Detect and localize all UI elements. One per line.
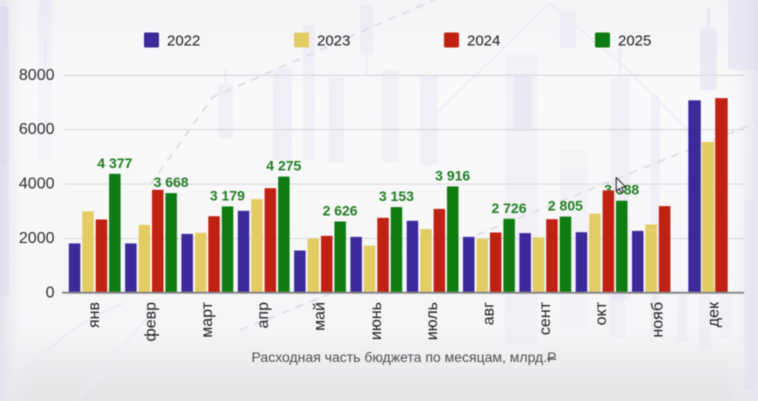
- svg-text:2022: 2022: [167, 32, 200, 49]
- svg-text:июнь: июнь: [368, 302, 385, 340]
- svg-text:февр: февр: [143, 302, 160, 342]
- svg-text:2024: 2024: [467, 32, 500, 49]
- svg-text:нояб: нояб: [649, 302, 666, 338]
- svg-text:дек: дек: [706, 301, 723, 327]
- svg-text:0: 0: [46, 284, 55, 301]
- svg-text:2 626: 2 626: [323, 203, 358, 219]
- svg-text:6000: 6000: [19, 121, 55, 138]
- svg-text:июль: июль: [424, 302, 441, 340]
- svg-text:2 805: 2 805: [548, 198, 583, 214]
- svg-text:8000: 8000: [19, 67, 55, 84]
- svg-text:4 275: 4 275: [266, 158, 301, 174]
- svg-text:окт: окт: [593, 301, 610, 325]
- svg-text:янв: янв: [86, 302, 103, 328]
- svg-text:май: май: [312, 302, 329, 331]
- svg-text:март: март: [199, 301, 216, 337]
- svg-text:авг: авг: [480, 302, 497, 325]
- svg-text:2 726: 2 726: [491, 200, 526, 216]
- svg-text:4 377: 4 377: [97, 155, 132, 171]
- svg-text:сент: сент: [537, 301, 554, 335]
- svg-text:2025: 2025: [618, 32, 651, 49]
- svg-text:2000: 2000: [19, 230, 55, 247]
- svg-text:3 916: 3 916: [435, 167, 470, 183]
- svg-text:3 668: 3 668: [154, 174, 189, 190]
- svg-text:3 179: 3 179: [210, 187, 245, 203]
- svg-text:4000: 4000: [19, 176, 55, 193]
- svg-text:2023: 2023: [317, 32, 350, 49]
- svg-text:апр: апр: [255, 302, 272, 329]
- svg-text:Расходная часть бюджета по мес: Расходная часть бюджета по месяцам, млрд…: [252, 349, 557, 365]
- svg-text:3 153: 3 153: [379, 188, 414, 204]
